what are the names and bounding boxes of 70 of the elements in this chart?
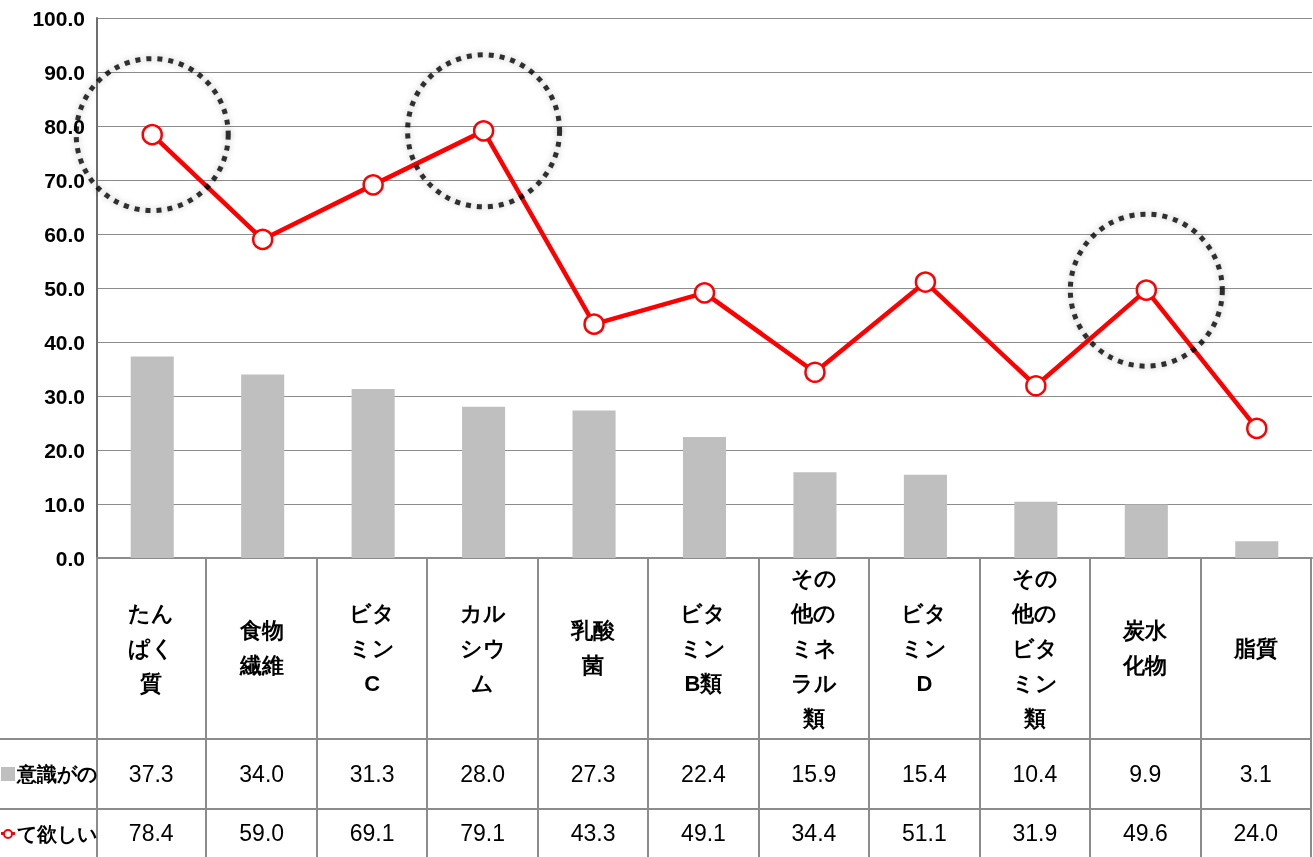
point: [804, 361, 826, 383]
data-label: 59.0: [239, 820, 285, 847]
x-tick-label: その他のビタミン類: [1011, 564, 1058, 733]
data-label: 49.6: [1122, 820, 1168, 847]
x-tick-label: カルシウム: [459, 599, 506, 698]
data-label: 78.4: [128, 820, 174, 847]
point: [583, 313, 605, 335]
data-label: 22.4: [681, 760, 726, 788]
point: [1246, 417, 1268, 440]
data-label: 51.1: [902, 820, 947, 847]
y-tick-label: 100.0: [32, 6, 85, 30]
bar: [1124, 504, 1168, 558]
data-label: 43.3: [570, 820, 616, 847]
data-label: 31.9: [1012, 820, 1058, 847]
point: [1025, 374, 1047, 397]
y-tick-label: 20.0: [44, 438, 85, 462]
point: [914, 271, 937, 293]
bar: [1235, 541, 1279, 558]
point: [251, 228, 274, 251]
data-label: 3.1: [1239, 760, 1272, 788]
x-tick-label: ビタミンB類: [680, 599, 727, 698]
data-label: 10.4: [1012, 760, 1058, 788]
point: [141, 123, 163, 146]
data-label: 31.3: [349, 760, 395, 788]
y-tick-label: 90.0: [44, 60, 85, 84]
x-tick-label: 食物繊維: [238, 617, 285, 680]
data-label: 15.4: [902, 760, 947, 788]
data-label: 24.0: [1233, 820, 1279, 847]
bar: [462, 406, 506, 558]
x-tick-label: 炭水化物: [1122, 617, 1169, 680]
data-label: 69.1: [349, 820, 395, 847]
bar: [351, 388, 395, 558]
data-label: 49.1: [681, 820, 726, 847]
data-label: 34.0: [239, 760, 285, 788]
point: [1067, 211, 1225, 369]
point: [362, 174, 384, 196]
data-label: 37.3: [128, 760, 174, 788]
x-tick-label: ビタミンD: [901, 599, 948, 698]
bar: [130, 356, 174, 558]
y-tick-label: 60.0: [44, 222, 85, 246]
y-tick-label: 0.0: [55, 546, 85, 570]
point: [1135, 279, 1158, 301]
legend-label: 意識がの: [17, 762, 97, 787]
x-tick-label: ビタミンC: [349, 599, 396, 698]
data-label: 15.9: [791, 760, 837, 788]
bar: [572, 410, 616, 558]
y-tick-label: 40.0: [44, 330, 85, 354]
y-tick-label: 50.0: [44, 276, 85, 300]
bar: [241, 374, 285, 558]
bar: [1014, 501, 1058, 558]
y-tick-label: 80.0: [44, 114, 85, 138]
y-tick-label: 70.0: [44, 168, 85, 192]
point: [405, 52, 563, 210]
x-tick-label: たんぱく質: [128, 599, 175, 698]
data-label: 9.9: [1129, 760, 1162, 788]
data-label: 79.1: [460, 820, 505, 847]
data-label: 27.3: [570, 760, 616, 788]
point: [693, 282, 716, 304]
x-tick-label: 脂質: [1232, 634, 1279, 663]
legend-label: て欲しい: [17, 821, 97, 847]
point: [472, 120, 495, 142]
x-tick-label: 乳酸菌: [570, 617, 617, 680]
y-tick-label: 10.0: [44, 492, 85, 516]
y-tick-label: 30.0: [44, 384, 85, 408]
bar: [682, 437, 727, 558]
data-label: 28.0: [460, 760, 505, 788]
bar: [903, 474, 947, 558]
bar: [793, 472, 837, 558]
x-tick-label: その他のミネラル類: [790, 564, 838, 733]
data-label: 34.4: [791, 820, 837, 847]
